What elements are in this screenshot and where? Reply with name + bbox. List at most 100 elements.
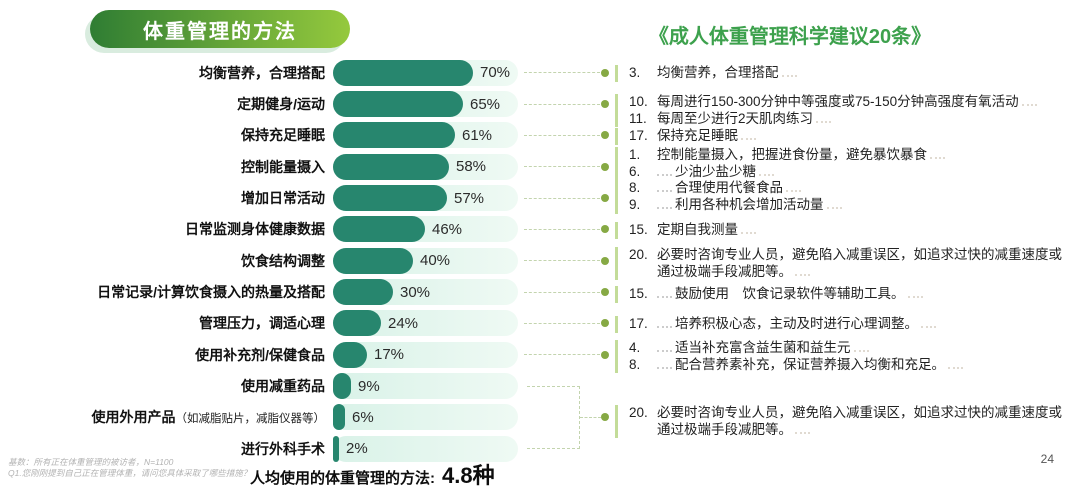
recommendation-item: 6. 少油少盐少糖 [629, 164, 1070, 181]
summary-value: 4.8种 [442, 463, 495, 488]
recommendation-item: 10. 每周进行150-300分钟中等强度或75-150分钟高强度有氧活动 [629, 94, 1070, 111]
recommendation-item: 11. 每周至少进行2天肌肉练习 [629, 111, 1070, 128]
connector-dot [601, 194, 609, 203]
bar-track: 61% [333, 122, 518, 149]
bracket-connector-dash [580, 417, 601, 418]
bar-fill [333, 122, 455, 149]
bar-row: 定期健身/运动 65% [0, 88, 640, 119]
item-text: 每周至少进行2天肌肉练习 [657, 111, 1070, 128]
bar-fill [333, 404, 345, 431]
bar-value-label: 40% [420, 252, 451, 270]
bar-value-label: 6% [352, 408, 374, 426]
bar-fill [333, 373, 351, 400]
bar-track: 6% [333, 404, 518, 431]
footnote: 基数：所有正在体重管理的被访者，N=1100 Q1.您刚刚提到自己正在管理体重，… [8, 457, 251, 479]
bar-value-label: 17% [374, 346, 405, 364]
recommendation-item: 17. 保持充足睡眠 [629, 128, 1070, 145]
connector-dot [601, 162, 609, 171]
bar-row: 日常记录/计算饮食摄入的热量及搭配 30% [0, 276, 640, 307]
recommendation-item: 3. 均衡营养，合理搭配 [629, 65, 1070, 82]
leader-dots [657, 165, 672, 176]
bar-label: 使用减重药品 [241, 378, 325, 395]
bar-label: 定期健身/运动 [237, 96, 325, 113]
recommendation-group: 17. 培养积极心态，主动及时进行心理调整。 [615, 316, 1070, 333]
bar-row: 进行外科手术 2% [0, 433, 640, 464]
bar-label: 控制能量摄入 [241, 158, 325, 175]
bar-value-label: 57% [454, 189, 485, 207]
item-text: 定期自我测量 [657, 222, 1070, 239]
leader-dots [657, 198, 672, 209]
page-number: 24 [1040, 452, 1054, 466]
bar-row: 增加日常活动 57% [0, 182, 640, 213]
item-text: 每周进行150-300分钟中等强度或75-150分钟高强度有氧活动 [657, 94, 1070, 111]
bar-label: 使用补充剂/保健食品 [195, 346, 325, 363]
leader-dots [657, 317, 672, 328]
bar-sublabel: （如减脂贴片，减脂仪器等） [175, 413, 326, 426]
connector-dot [601, 68, 609, 77]
connector-dot [601, 100, 609, 109]
item-number: 9. [629, 197, 641, 212]
connector-dash [524, 166, 600, 168]
connector-dash [524, 291, 600, 293]
bar-track: 17% [333, 341, 518, 368]
item-number: 20. [629, 247, 648, 262]
connector-dash [524, 72, 600, 74]
item-number: 10. [629, 94, 648, 109]
item-text: 合理使用代餐食品 [657, 180, 1070, 197]
item-text: 培养积极心态，主动及时进行心理调整。 [657, 316, 1070, 333]
bar-fill [333, 310, 381, 337]
item-number: 11. [629, 110, 647, 126]
recommendation-item: 8. 合理使用代餐食品 [629, 180, 1070, 197]
leader-dots [657, 341, 672, 352]
connector-dash [524, 103, 600, 105]
item-number: 3. [629, 65, 641, 80]
bar-row: 使用减重药品 9% [0, 370, 640, 401]
bar-track: 46% [333, 216, 518, 243]
bar-track: 2% [333, 435, 518, 462]
recommendation-item: 1. 控制能量摄入，把握进食份量，避免暴饮暴食 [629, 147, 1070, 164]
bar-label: 使用外用产品（如减脂贴片，减脂仪器等） [91, 409, 326, 426]
connector-dash [524, 354, 600, 356]
connector-dash [524, 322, 600, 324]
bar-row: 日常监测身体健康数据 46% [0, 214, 640, 245]
recommendation-group: 3. 均衡营养，合理搭配 [615, 65, 1070, 82]
bar-fill [333, 216, 425, 243]
bar-label: 均衡营养，合理搭配 [199, 64, 325, 81]
recommendation-item: 17. 培养积极心态，主动及时进行心理调整。 [629, 316, 1070, 333]
connector-dot [601, 350, 609, 359]
bar-value-label: 24% [388, 314, 419, 332]
page-title: 体重管理的方法 [90, 10, 350, 48]
item-number: 15. [629, 222, 648, 237]
item-number: 6. [629, 163, 641, 179]
item-number: 17. [629, 316, 648, 331]
bar-track: 70% [333, 59, 518, 86]
bar-track: 30% [333, 279, 518, 306]
bar-fill [333, 59, 473, 86]
recommendation-item: 4. 适当补充富含益生菌和益生元 [629, 340, 1070, 357]
bar-value-label: 65% [470, 95, 501, 113]
item-number: 20. [629, 405, 648, 420]
bar-label: 进行外科手术 [241, 440, 325, 457]
recommendation-item: 20. 必要时咨询专业人员，避免陷入减重误区，如追求过快的减重速度或通过极端手段减… [629, 405, 1070, 438]
leader-dots [657, 287, 672, 298]
bar-row: 管理压力，调适心理 24% [0, 308, 640, 339]
recommendation-item: 8. 配合营养素补充，保证营养摄入均衡和充足。 [629, 357, 1070, 374]
connector-dash [524, 260, 600, 262]
bar-fill [333, 341, 367, 368]
item-text: 配合营养素补充，保证营养摄入均衡和充足。 [657, 357, 1070, 374]
bar-row: 控制能量摄入 58% [0, 151, 640, 182]
recommendation-group: 9. 利用各种机会增加活动量 [615, 197, 1070, 214]
recommendation-item: 20. 必要时咨询专业人员，避免陷入减重误区，如追求过快的减重速度或通过极端手段减… [629, 247, 1070, 280]
bar-label: 管理压力，调适心理 [199, 315, 325, 332]
connector-dash [524, 228, 600, 230]
bar-fill [333, 153, 449, 180]
item-text: 控制能量摄入，把握进食份量，避免暴饮暴食 [657, 147, 1070, 164]
bar-track: 57% [333, 185, 518, 212]
footnote-line-base: 基数：所有正在体重管理的被访者，N=1100 [8, 457, 174, 467]
item-text: 利用各种机会增加活动量 [657, 197, 1070, 214]
bar-fill [333, 435, 339, 462]
bar-track: 58% [333, 153, 518, 180]
recommendation-group: 15. 鼓励使用 饮食记录软件等辅助工具。 [615, 286, 1070, 303]
leader-dots [657, 181, 672, 192]
bar-value-label: 58% [456, 158, 487, 176]
